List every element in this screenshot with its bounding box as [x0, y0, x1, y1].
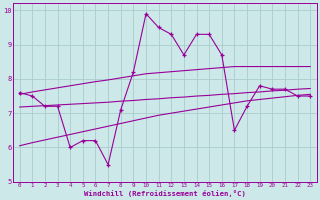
X-axis label: Windchill (Refroidissement éolien,°C): Windchill (Refroidissement éolien,°C)	[84, 190, 246, 197]
